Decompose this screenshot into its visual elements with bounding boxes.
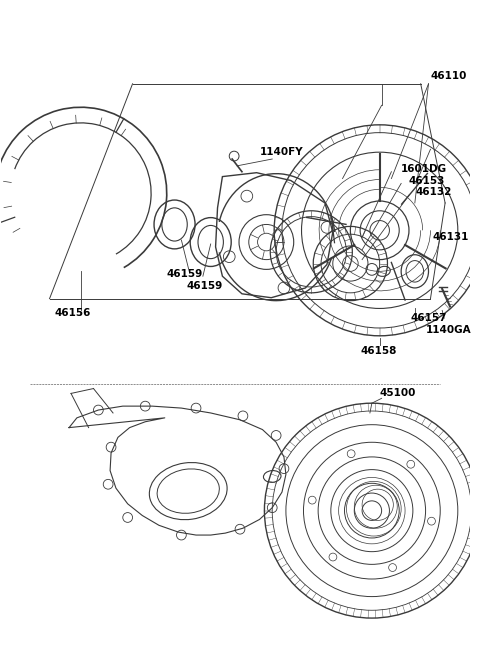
Text: 46158: 46158 [360, 346, 396, 356]
Text: 1601DG: 1601DG [401, 164, 447, 174]
Text: 45100: 45100 [380, 388, 416, 398]
Text: 46159: 46159 [186, 281, 223, 291]
Text: 1140FY: 1140FY [260, 147, 303, 157]
Text: 46131: 46131 [432, 232, 469, 242]
Text: 46156: 46156 [54, 309, 91, 318]
Text: 46157: 46157 [411, 313, 447, 323]
Text: 46153: 46153 [409, 176, 445, 185]
Text: 46110: 46110 [431, 71, 467, 81]
Text: 46159: 46159 [167, 269, 203, 279]
Text: 46132: 46132 [416, 187, 452, 197]
Text: 1140GA: 1140GA [426, 325, 471, 335]
